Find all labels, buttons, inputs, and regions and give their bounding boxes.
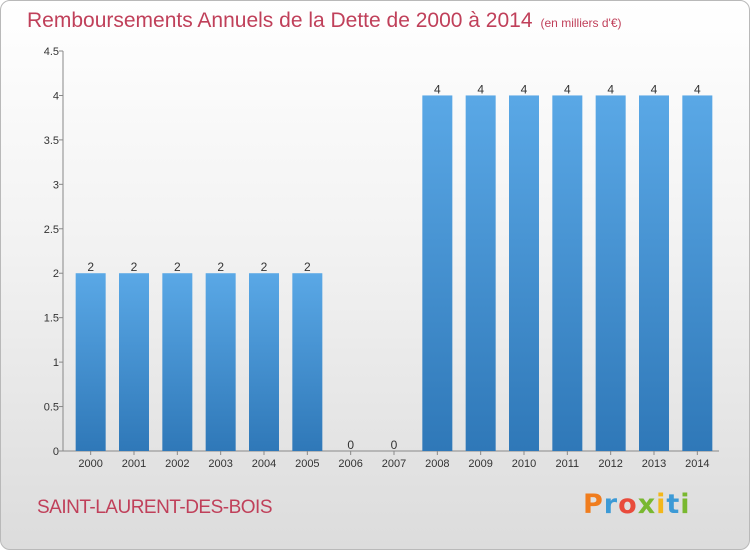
bar-2011 bbox=[552, 95, 583, 451]
logo-letter: t bbox=[666, 489, 681, 520]
bars bbox=[75, 95, 713, 451]
bar-2008 bbox=[422, 95, 453, 451]
bar-value-label: 4 bbox=[607, 82, 614, 96]
bar-value-label: 4 bbox=[651, 82, 658, 96]
bar-2014 bbox=[682, 95, 713, 451]
bar-value-label: 4 bbox=[477, 82, 484, 96]
x-tick-label: 2012 bbox=[598, 458, 622, 470]
logo-letter: x bbox=[637, 489, 657, 520]
bar-value-label: 4 bbox=[521, 82, 528, 96]
x-tick-label: 2013 bbox=[642, 458, 666, 470]
x-tick-label: 2007 bbox=[382, 458, 406, 470]
x-tick-label: 2010 bbox=[512, 458, 536, 470]
bar-value-label: 2 bbox=[174, 260, 181, 274]
bar-value-label: 2 bbox=[304, 260, 311, 274]
x-tick-label: 2001 bbox=[122, 458, 146, 470]
y-tick-label: 0.5 bbox=[44, 402, 59, 414]
x-tick-label: 2006 bbox=[338, 458, 362, 470]
y-tick-label: 3 bbox=[53, 179, 59, 191]
chart-title: Remboursements Annuels de la Dette de 20… bbox=[27, 9, 622, 33]
bar-value-label: 2 bbox=[87, 260, 94, 274]
x-tick-label: 2014 bbox=[685, 458, 709, 470]
x-tick-label: 2002 bbox=[165, 458, 189, 470]
bar-2009 bbox=[465, 95, 496, 451]
labels: 2 2000 2 2001 2 2002 2 2003 2 2004 2 2005 0 2006 0 2007… bbox=[78, 82, 709, 470]
y-tick-label: 3.5 bbox=[44, 135, 59, 147]
bar-value-label: 2 bbox=[131, 260, 138, 274]
x-tick-label: 2004 bbox=[252, 458, 276, 470]
bar-value-label: 0 bbox=[391, 438, 398, 452]
bar-value-label: 2 bbox=[261, 260, 268, 274]
bar-2013 bbox=[639, 95, 669, 451]
bar-value-label: 0 bbox=[347, 438, 354, 452]
logo-letter: i bbox=[656, 489, 667, 520]
chart-unit: (en milliers d'€) bbox=[540, 16, 622, 30]
bar-2012 bbox=[595, 95, 626, 451]
bar-value-label: 4 bbox=[564, 82, 571, 96]
bar-2003 bbox=[205, 273, 236, 451]
commune-name: SAINT-LAURENT-DES-BOIS bbox=[37, 497, 273, 518]
bar-value-label: 4 bbox=[434, 82, 441, 96]
y-tick-label: 0 bbox=[53, 446, 59, 458]
logo-letter: P bbox=[583, 489, 604, 520]
bar-2001 bbox=[119, 273, 149, 451]
y-tick-label: 2 bbox=[53, 268, 59, 280]
bar-2004 bbox=[249, 273, 279, 451]
x-tick-label: 2003 bbox=[208, 458, 232, 470]
logo-letter: r bbox=[603, 489, 619, 520]
y-tick-label: 1 bbox=[53, 357, 59, 369]
bar-2010 bbox=[509, 95, 539, 451]
chart-title-text: Remboursements Annuels de la Dette de 20… bbox=[27, 9, 533, 32]
y-tick-label: 4 bbox=[53, 90, 59, 102]
bar-2005 bbox=[292, 273, 323, 451]
bar-2002 bbox=[162, 273, 193, 451]
proxiti-logo: Proxiti bbox=[583, 489, 691, 520]
y-tick-label: 4.5 bbox=[44, 46, 59, 58]
bar-value-label: 4 bbox=[694, 82, 701, 96]
x-tick-label: 2008 bbox=[425, 458, 449, 470]
y-tick-label: 2.5 bbox=[44, 224, 59, 236]
y-tick-label: 1.5 bbox=[44, 313, 59, 325]
logo-letter: i bbox=[680, 489, 691, 520]
x-tick-label: 2005 bbox=[295, 458, 319, 470]
x-tick-label: 2009 bbox=[468, 458, 492, 470]
bar-2000 bbox=[75, 273, 106, 451]
logo-letter: o bbox=[618, 489, 638, 520]
x-tick-label: 2000 bbox=[78, 458, 102, 470]
bar-value-label: 2 bbox=[217, 260, 224, 274]
x-tick-label: 2011 bbox=[556, 458, 580, 470]
